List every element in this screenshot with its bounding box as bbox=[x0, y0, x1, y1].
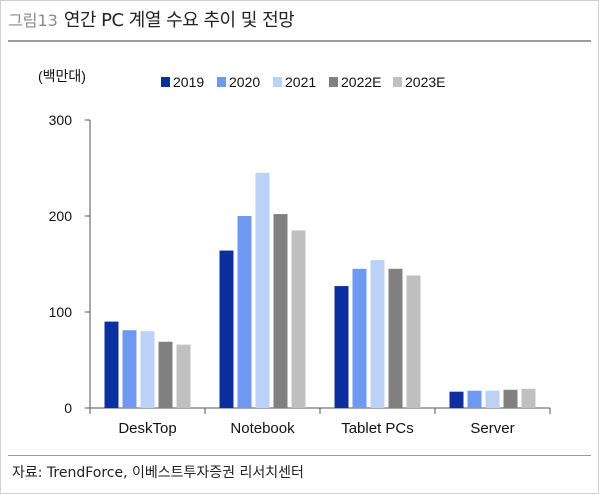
bar-2020-notebook bbox=[237, 216, 252, 408]
y-tick-label: 0 bbox=[64, 400, 72, 416]
bar-2020-server bbox=[467, 390, 482, 408]
bar-2019-tablet-pcs bbox=[334, 286, 349, 408]
figure-title: 연간 PC 계열 수요 추이 및 전망 bbox=[63, 10, 295, 31]
source-divider bbox=[8, 455, 591, 456]
legend-label-2019: 2019 bbox=[173, 74, 204, 90]
bar-2021-tablet-pcs bbox=[370, 260, 385, 408]
bar-2022E-tablet-pcs bbox=[388, 268, 403, 408]
figure-header: 그림13 연간 PC 계열 수요 추이 및 전망 bbox=[8, 6, 295, 34]
bar-2023E-tablet-pcs bbox=[406, 275, 421, 408]
title-divider bbox=[8, 40, 591, 42]
legend-swatch-2023E bbox=[393, 77, 402, 87]
source-note: 자료: TrendForce, 이베스트투자증권 리서치센터 bbox=[12, 465, 304, 481]
x-category-label: Notebook bbox=[230, 420, 295, 437]
legend-swatch-2020 bbox=[217, 77, 226, 87]
legend-label-2022E: 2022E bbox=[341, 74, 381, 90]
bar-2023E-server bbox=[521, 388, 536, 408]
y-tick-label: 100 bbox=[49, 304, 73, 320]
x-category-label: Server bbox=[470, 420, 514, 437]
y-tick-label: 300 bbox=[49, 112, 73, 128]
figure-number: 그림13 bbox=[8, 11, 58, 30]
legend-label-2021: 2021 bbox=[285, 74, 316, 90]
bar-2020-tablet-pcs bbox=[352, 268, 367, 408]
y-tick-label: 200 bbox=[49, 208, 73, 224]
bar-2022E-desktop bbox=[158, 341, 173, 408]
legend-label-2023E: 2023E bbox=[405, 74, 445, 90]
bar-2020-desktop bbox=[122, 330, 137, 408]
bar-2023E-notebook bbox=[291, 230, 306, 408]
y-axis-unit-label: (백만대) bbox=[38, 68, 86, 84]
bar-2022E-server bbox=[503, 389, 518, 408]
legend-swatch-2019 bbox=[161, 77, 170, 87]
legend-swatch-2021 bbox=[273, 77, 282, 87]
bar-2019-server bbox=[449, 391, 464, 408]
x-category-label: Tablet PCs bbox=[341, 420, 414, 437]
bar-2021-server bbox=[485, 390, 500, 408]
bar-2023E-desktop bbox=[176, 344, 191, 408]
legend-label-2020: 2020 bbox=[229, 74, 260, 90]
bar-2021-desktop bbox=[140, 331, 155, 408]
x-category-label: DeskTop bbox=[118, 420, 176, 437]
legend-swatch-2022E bbox=[329, 77, 338, 87]
bar-2021-notebook bbox=[255, 172, 270, 408]
bar-2022E-notebook bbox=[273, 214, 288, 408]
bar-2019-desktop bbox=[104, 321, 119, 408]
bar-2019-notebook bbox=[219, 250, 234, 408]
